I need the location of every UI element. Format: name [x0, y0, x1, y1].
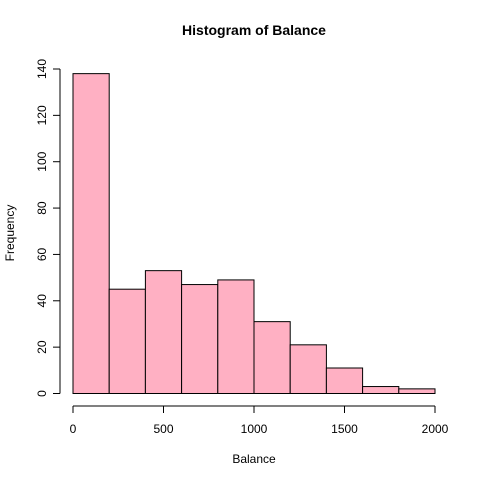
- histogram-bar-3: [181, 284, 219, 394]
- x-axis-label: Balance: [232, 452, 276, 466]
- x-tick-label: 1500: [331, 422, 358, 436]
- x-tick-label: 2000: [422, 422, 449, 436]
- x-axis: 0 500 1000 1500 2000: [70, 405, 449, 436]
- histogram-bar-1: [108, 288, 146, 395]
- y-tick-label: 140: [35, 59, 49, 79]
- y-axis: 0 20 40 60 80 100 120 140: [35, 59, 61, 397]
- y-axis-label: Frequency: [3, 205, 17, 262]
- bars-group: [72, 73, 436, 395]
- y-tick-label: 0: [35, 390, 49, 397]
- histogram-bar-0: [72, 73, 110, 394]
- histogram-bar-5: [253, 321, 291, 394]
- y-tick-label: 80: [35, 201, 49, 215]
- x-tick-label: 500: [153, 422, 173, 436]
- histogram-bar-9: [398, 388, 436, 395]
- y-tick-label: 60: [35, 247, 49, 261]
- y-tick-label: 120: [35, 105, 49, 125]
- chart-title: Histogram of Balance: [182, 22, 326, 38]
- x-tick-label: 0: [70, 422, 77, 436]
- histogram-bar-6: [289, 344, 327, 395]
- histogram-bar-8: [362, 386, 400, 394]
- histogram-bar-7: [325, 367, 364, 394]
- y-tick-label: 20: [35, 340, 49, 354]
- y-tick-label: 40: [35, 294, 49, 308]
- x-tick-label: 1000: [241, 422, 268, 436]
- y-tick-label: 100: [35, 151, 49, 171]
- histogram-bar-4: [217, 279, 255, 394]
- histogram-bar-2: [144, 270, 183, 394]
